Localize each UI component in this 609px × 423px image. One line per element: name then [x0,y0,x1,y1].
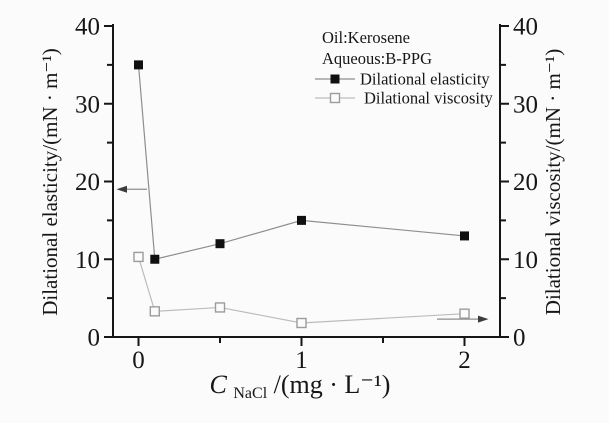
x-axis-label: C NaCl /(mg · L⁻¹) [210,370,391,404]
x-tick-label: 1 [295,347,308,374]
axis-arrows-layer [116,185,489,323]
elasticity-data-point [215,239,225,249]
viscosity-data-point [149,306,161,317]
viscosity-data-point [133,251,144,263]
y-axis-label-left: Dilational elasticity/(mN · m⁻¹) [38,48,62,316]
y-axis-label-right: Dilational viscosity/(mN · m⁻¹) [541,49,565,315]
elasticity-data-point [460,231,469,241]
y-tick-label-left: 40 [75,14,100,41]
x-axis-label-variable: C [210,370,228,399]
x-tick-label: 2 [458,347,471,374]
viscosity-data-point [296,317,307,329]
axes-layer: 0 0 10 10 20 20 30 30 40 40 0 1 2 [75,14,538,375]
open-square-icon [329,92,341,104]
legend-item-viscosity: Dilational viscosity [315,89,494,108]
y-tick-label-left: 30 [75,91,100,118]
series-layer [133,60,470,329]
elasticity-data-point [150,254,160,264]
legend-label-viscosity: Dilational viscosity [364,89,494,108]
filled-square-icon [330,74,340,84]
y-tick-label-right: 30 [513,91,538,118]
y-tick-label-right: 20 [513,169,538,196]
viscosity-series-line [137,256,465,324]
left-arrow-icon [116,185,127,193]
y-tick-label-left: 10 [75,247,100,274]
y-tick-label-right: 10 [513,247,538,274]
y-tick-label-left: 0 [88,325,101,352]
x-axis-label-units: /(mg · L⁻¹) [274,370,391,399]
x-tick-label: 0 [132,347,145,374]
annotation-oil-phase: Oil:Kerosene [322,28,410,47]
legend: Oil:Kerosene Aqueous:B-PPG Dilational el… [315,28,494,108]
right-arrow-icon [478,315,489,323]
elasticity-data-point [297,215,306,225]
elasticity-data-point [134,60,143,70]
annotation-aqueous-phase: Aqueous:B-PPG [322,49,432,68]
legend-label-elasticity: Dilational elasticity [360,70,490,89]
y-tick-label-left: 20 [75,169,100,196]
viscosity-data-point [214,302,226,313]
x-axis-label-subscript: NaCl [233,385,267,402]
legend-item-elasticity: Dilational elasticity [315,70,490,89]
y-tick-label-right: 0 [513,325,526,352]
y-tick-label-right: 40 [513,14,538,41]
viscosity-data-point [459,308,470,319]
